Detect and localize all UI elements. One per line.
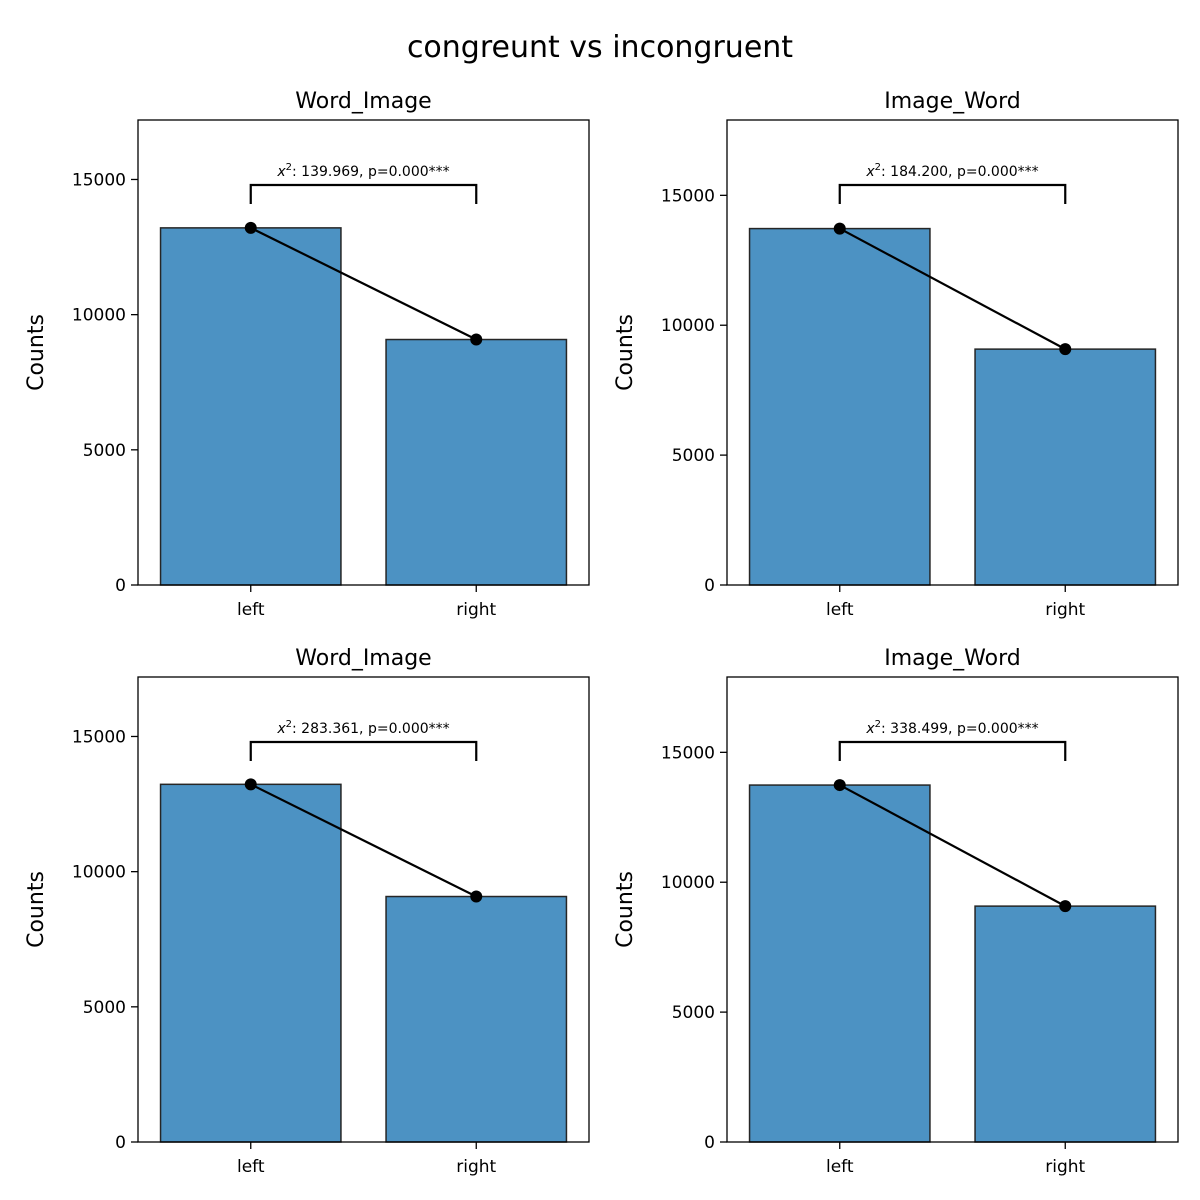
axes-frame — [137, 119, 590, 586]
y-tick-label: 5000 — [83, 998, 126, 1018]
point-marker — [244, 221, 257, 234]
bar-right — [974, 905, 1157, 1143]
point-marker — [1059, 343, 1072, 356]
subplot-title: Word_Image — [295, 646, 431, 671]
subplot-title: Image_Word — [884, 89, 1020, 114]
y-axis-label: Counts — [613, 314, 638, 391]
y-axis-label: Counts — [24, 871, 49, 948]
point-marker — [470, 890, 483, 903]
significance-bracket — [838, 740, 1067, 761]
y-tick-label: 10000 — [72, 306, 126, 326]
x-tick-label: left — [826, 1157, 854, 1177]
significance-bracket — [249, 740, 478, 761]
y-tick-label: 15000 — [661, 743, 715, 763]
y-tick-label: 15000 — [72, 170, 126, 190]
bar-left — [159, 783, 342, 1143]
y-tick-label: 0 — [704, 576, 715, 596]
axes-frame — [726, 676, 1179, 1143]
point-marker — [833, 222, 846, 235]
subplot: x2: 139.969, p=0.000*** 0 5000 10000 15000 le… — [24, 89, 590, 620]
trend-line — [250, 783, 477, 898]
trend-line — [839, 784, 1066, 908]
x-tick-label: left — [237, 600, 265, 620]
axes-frame — [726, 119, 1179, 586]
x-tick-label: left — [237, 1157, 265, 1177]
subplot: x2: 283.361, p=0.000*** 0 5000 10000 15000 le… — [24, 646, 590, 1177]
subplot-title: Word_Image — [295, 89, 431, 114]
significance-bracket — [838, 183, 1067, 204]
bar-left — [748, 227, 931, 586]
point-marker — [244, 778, 257, 791]
y-tick-label: 0 — [115, 1133, 126, 1153]
y-tick-label: 10000 — [661, 316, 715, 336]
trend-line — [250, 226, 477, 341]
stat-annotation: x2: 338.499, p=0.000*** — [865, 719, 1038, 737]
bar-right — [385, 338, 568, 586]
significance-bracket — [249, 183, 478, 204]
bar-left — [159, 227, 342, 586]
x-tick-label: right — [456, 600, 496, 620]
subplot: x2: 338.499, p=0.000*** 0 5000 10000 15000 le… — [613, 646, 1179, 1177]
y-axis-label: Counts — [613, 871, 638, 948]
y-axis-label: Counts — [24, 314, 49, 391]
x-tick-label: right — [456, 1157, 496, 1177]
point-marker — [833, 779, 846, 792]
y-tick-label: 5000 — [672, 446, 715, 466]
stat-annotation: x2: 184.200, p=0.000*** — [865, 162, 1038, 180]
x-tick-label: left — [826, 600, 854, 620]
bar-right — [974, 348, 1157, 586]
y-tick-label: 15000 — [72, 727, 126, 747]
stat-annotation: x2: 283.361, p=0.000*** — [276, 719, 449, 737]
point-marker — [470, 333, 483, 346]
y-tick-label: 0 — [704, 1133, 715, 1153]
x-tick-label: right — [1045, 600, 1085, 620]
stat-annotation: x2: 139.969, p=0.000*** — [276, 162, 449, 180]
trend-line — [839, 227, 1066, 351]
bar-right — [385, 895, 568, 1143]
y-tick-label: 10000 — [661, 873, 715, 893]
x-tick-label: right — [1045, 1157, 1085, 1177]
y-tick-label: 0 — [115, 576, 126, 596]
y-tick-label: 15000 — [661, 186, 715, 206]
y-tick-label: 10000 — [72, 863, 126, 883]
subplot-title: Image_Word — [884, 646, 1020, 671]
y-tick-label: 5000 — [672, 1003, 715, 1023]
axes-frame — [137, 676, 590, 1143]
subplots-container: x2: 139.969, p=0.000*** 0 5000 10000 15000 le… — [24, 89, 1179, 1177]
point-marker — [1059, 900, 1072, 913]
y-tick-label: 5000 — [83, 441, 126, 461]
bar-left — [748, 784, 931, 1143]
subplot: x2: 184.200, p=0.000*** 0 5000 10000 15000 le… — [613, 89, 1179, 620]
figure-title: congreunt vs incongruent — [407, 30, 793, 65]
